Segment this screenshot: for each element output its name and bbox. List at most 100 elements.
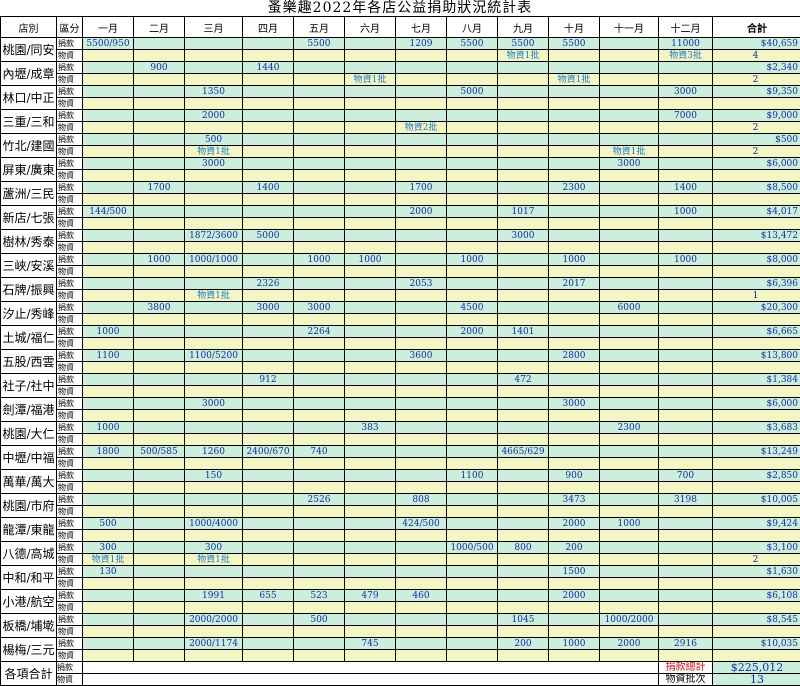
items-cell[interactable]: 物資1批 <box>345 74 396 86</box>
cash-cell[interactable] <box>447 110 498 122</box>
items-total-cell[interactable] <box>713 314 800 326</box>
items-cell[interactable] <box>447 290 498 302</box>
cash-cell[interactable]: 3800 <box>134 302 185 314</box>
cash-cell[interactable] <box>134 350 185 362</box>
items-cell[interactable] <box>243 218 294 230</box>
items-cell[interactable] <box>345 338 396 350</box>
cash-cell[interactable] <box>659 446 713 458</box>
cash-cell[interactable] <box>659 302 713 314</box>
cash-cell[interactable] <box>447 614 498 626</box>
cash-cell[interactable] <box>83 494 134 506</box>
cash-cell[interactable] <box>549 230 600 242</box>
cash-cell[interactable] <box>243 38 294 50</box>
items-cell[interactable]: 物資1批 <box>549 74 600 86</box>
items-cell[interactable] <box>294 578 345 590</box>
cash-cell[interactable]: 1000 <box>447 254 498 266</box>
cash-cell[interactable] <box>447 206 498 218</box>
items-cell[interactable] <box>185 602 243 614</box>
cash-cell[interactable]: 1260 <box>185 446 243 458</box>
items-cell[interactable] <box>549 242 600 254</box>
cash-cell[interactable] <box>659 590 713 602</box>
store-name-cell[interactable]: 桃園/同安 <box>1 38 57 62</box>
items-cell[interactable] <box>498 314 549 326</box>
cash-total-cell[interactable]: $10,005 <box>713 494 800 506</box>
items-cell[interactable] <box>185 386 243 398</box>
items-cell[interactable] <box>345 194 396 206</box>
cash-cell[interactable] <box>294 278 345 290</box>
cash-cell[interactable] <box>83 590 134 602</box>
cash-cell[interactable]: 3000 <box>549 398 600 410</box>
cash-cell[interactable] <box>447 566 498 578</box>
cash-cell[interactable] <box>185 62 243 74</box>
cash-cell[interactable] <box>600 374 659 386</box>
cash-cell[interactable] <box>447 518 498 530</box>
items-cell[interactable] <box>447 578 498 590</box>
items-cell[interactable] <box>294 602 345 614</box>
items-cell[interactable] <box>600 458 659 470</box>
cash-cell[interactable] <box>600 470 659 482</box>
items-cell[interactable] <box>600 290 659 302</box>
items-cell[interactable] <box>549 482 600 494</box>
cash-cell[interactable] <box>659 422 713 434</box>
store-name-cell[interactable]: 樹林/秀泰 <box>1 230 57 254</box>
items-cell[interactable] <box>447 626 498 638</box>
cash-cell[interactable] <box>600 182 659 194</box>
items-cell[interactable] <box>396 434 447 446</box>
items-cell[interactable] <box>447 338 498 350</box>
items-cell[interactable] <box>294 218 345 230</box>
items-cell[interactable] <box>396 554 447 566</box>
items-cell[interactable] <box>134 266 185 278</box>
cash-cell[interactable] <box>600 134 659 146</box>
cash-cell[interactable]: 1017 <box>498 206 549 218</box>
items-cell[interactable] <box>294 626 345 638</box>
cash-cell[interactable]: 1100 <box>447 470 498 482</box>
items-cell[interactable] <box>447 194 498 206</box>
items-cell[interactable] <box>243 122 294 134</box>
cash-cell[interactable] <box>447 422 498 434</box>
items-cell[interactable] <box>83 266 134 278</box>
cash-cell[interactable] <box>294 566 345 578</box>
cash-cell[interactable]: 900 <box>134 62 185 74</box>
items-total-cell[interactable] <box>713 410 800 422</box>
cash-cell[interactable] <box>134 590 185 602</box>
cash-total-cell[interactable]: $20,300 <box>713 302 800 314</box>
items-cell[interactable] <box>345 314 396 326</box>
cash-total-cell[interactable]: $1,384 <box>713 374 800 386</box>
cash-cell[interactable] <box>83 398 134 410</box>
items-cell[interactable] <box>396 410 447 422</box>
cash-cell[interactable] <box>345 374 396 386</box>
items-cell[interactable] <box>83 434 134 446</box>
cash-cell[interactable]: 500/585 <box>134 446 185 458</box>
items-cell[interactable] <box>185 530 243 542</box>
cash-cell[interactable] <box>498 134 549 146</box>
items-cell[interactable] <box>659 74 713 86</box>
items-cell[interactable] <box>549 506 600 518</box>
items-cell[interactable] <box>185 98 243 110</box>
items-total-cell[interactable] <box>713 194 800 206</box>
items-total-cell[interactable] <box>713 98 800 110</box>
items-cell[interactable] <box>600 626 659 638</box>
items-cell[interactable] <box>498 602 549 614</box>
cash-cell[interactable] <box>243 422 294 434</box>
cash-cell[interactable]: 383 <box>345 422 396 434</box>
items-cell[interactable] <box>600 410 659 422</box>
cash-cell[interactable] <box>83 158 134 170</box>
store-name-cell[interactable]: 桃園/市府 <box>1 494 57 518</box>
cash-cell[interactable] <box>243 470 294 482</box>
items-cell[interactable] <box>659 146 713 158</box>
items-cell[interactable] <box>83 602 134 614</box>
cash-cell[interactable] <box>447 590 498 602</box>
cash-cell[interactable]: 5500 <box>549 38 600 50</box>
items-cell[interactable] <box>294 290 345 302</box>
cash-cell[interactable]: 3000 <box>243 302 294 314</box>
cash-cell[interactable] <box>549 206 600 218</box>
cash-cell[interactable] <box>345 446 396 458</box>
items-cell[interactable] <box>185 50 243 62</box>
items-cell[interactable] <box>134 506 185 518</box>
cash-cell[interactable] <box>396 86 447 98</box>
cash-cell[interactable] <box>498 182 549 194</box>
cash-total-cell[interactable]: $9,424 <box>713 518 800 530</box>
items-cell[interactable] <box>600 122 659 134</box>
items-cell[interactable] <box>447 434 498 446</box>
items-cell[interactable] <box>134 458 185 470</box>
